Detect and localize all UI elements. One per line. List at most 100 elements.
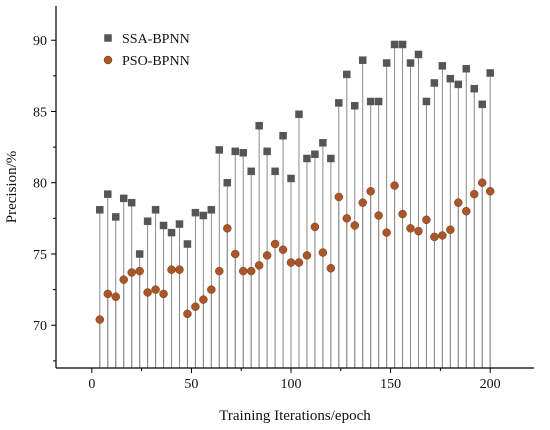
pso-bpnn-point bbox=[422, 215, 431, 225]
ssa-bpnn-point bbox=[207, 206, 216, 214]
pso-bpnn-point bbox=[183, 309, 192, 319]
pso-bpnn-point bbox=[318, 248, 328, 257]
pso-bpnn-point bbox=[342, 214, 352, 223]
ssa-bpnn-point bbox=[151, 206, 160, 214]
ssa-bpnn-point bbox=[462, 64, 471, 73]
pso-bpnn-point bbox=[254, 261, 264, 270]
ssa-bpnn-point bbox=[96, 206, 104, 214]
pso-bpnn-point bbox=[175, 265, 184, 274]
ssa-bpnn-point bbox=[215, 146, 224, 154]
pso-bpnn-point bbox=[430, 232, 439, 242]
ssa-bpnn-point bbox=[119, 194, 128, 203]
pso-bpnn-point bbox=[270, 239, 280, 249]
pso-bpnn-point bbox=[326, 263, 336, 273]
pso-bpnn-point bbox=[215, 266, 224, 276]
ssa-bpnn-point bbox=[303, 154, 311, 163]
x-tick-label: 100 bbox=[281, 377, 302, 392]
pso-bpnn-point bbox=[207, 285, 216, 294]
pso-bpnn-point bbox=[334, 192, 344, 202]
ssa-bpnn-point bbox=[478, 100, 486, 109]
ssa-bpnn-point bbox=[366, 97, 375, 106]
x-tick-label: 200 bbox=[480, 377, 501, 392]
ssa-bpnn-point bbox=[430, 79, 439, 87]
ssa-bpnn-point bbox=[159, 221, 168, 230]
pso-bpnn-point bbox=[374, 211, 383, 220]
pso-bpnn-point bbox=[231, 249, 240, 259]
ssa-bpnn-point bbox=[191, 208, 200, 217]
markers bbox=[95, 40, 495, 324]
pso-bpnn-point bbox=[358, 198, 367, 207]
ssa-bpnn-point bbox=[319, 139, 327, 147]
pso-bpnn-point bbox=[310, 222, 320, 232]
pso-bpnn-point bbox=[111, 292, 120, 301]
y-tick-label: 85 bbox=[33, 105, 47, 120]
x-axis-label: Training Iterations/epoch bbox=[219, 408, 371, 424]
pso-bpnn-point bbox=[238, 266, 248, 276]
ssa-bpnn-point bbox=[390, 40, 399, 49]
legend: SSA-BPNN PSO-BPNN bbox=[103, 32, 190, 69]
pso-bpnn-point bbox=[167, 265, 176, 274]
drop-lines bbox=[99, 44, 491, 368]
pso-bpnn-point bbox=[278, 245, 288, 254]
y-tick-label: 70 bbox=[33, 319, 47, 334]
pso-bpnn-point bbox=[199, 295, 208, 304]
ssa-bpnn-point bbox=[199, 211, 208, 220]
ssa-bpnn-point bbox=[127, 198, 136, 207]
pso-bpnn-point bbox=[302, 251, 312, 260]
pso-bpnn-point bbox=[286, 258, 296, 267]
pso-bpnn-point bbox=[485, 187, 495, 196]
pso-bpnn-point bbox=[223, 224, 232, 233]
ssa-bpnn-point bbox=[183, 240, 192, 248]
ssa-bpnn-point bbox=[295, 110, 303, 119]
pso-bpnn-point bbox=[414, 226, 423, 236]
ssa-bpnn-point bbox=[486, 69, 494, 77]
ssa-bpnn-point bbox=[135, 250, 144, 258]
pso-bpnn-point bbox=[406, 224, 415, 233]
pso-bpnn-point bbox=[135, 266, 144, 276]
y-tick-label: 80 bbox=[33, 177, 47, 192]
pso-bpnn-point bbox=[390, 181, 399, 190]
ssa-bpnn-point bbox=[231, 147, 239, 156]
pso-bpnn-point bbox=[191, 302, 200, 311]
legend-ssa-bpnn-label: SSA-BPNN bbox=[122, 32, 190, 47]
ssa-bpnn-point bbox=[422, 97, 431, 106]
ssa-bpnn-point bbox=[343, 70, 351, 79]
ssa-bpnn-point bbox=[112, 213, 120, 221]
pso-bpnn-point bbox=[294, 258, 304, 267]
legend-pso-bpnn-marker bbox=[103, 55, 113, 65]
ssa-bpnn-point bbox=[104, 190, 112, 198]
pso-bpnn-point bbox=[127, 268, 136, 277]
ssa-bpnn-point bbox=[335, 99, 343, 107]
ssa-bpnn-point bbox=[287, 174, 295, 183]
ssa-bpnn-point bbox=[470, 84, 478, 93]
pso-bpnn-point bbox=[95, 315, 105, 324]
x-tick-label: 0 bbox=[88, 377, 95, 392]
ssa-bpnn-point bbox=[414, 50, 423, 59]
ssa-bpnn-point bbox=[175, 220, 184, 228]
ssa-bpnn-point bbox=[167, 228, 176, 237]
pso-bpnn-point bbox=[350, 221, 359, 230]
ssa-bpnn-point bbox=[311, 150, 319, 158]
y-tick-label: 90 bbox=[33, 34, 47, 49]
ssa-bpnn-point bbox=[239, 149, 247, 157]
ssa-bpnn-point bbox=[247, 167, 255, 176]
pso-bpnn-point bbox=[470, 189, 479, 199]
ssa-bpnn-point bbox=[279, 131, 287, 140]
ssa-bpnn-point bbox=[446, 74, 455, 83]
pso-bpnn-point bbox=[159, 289, 168, 299]
ssa-bpnn-point bbox=[454, 80, 463, 89]
ssa-bpnn-point bbox=[358, 56, 367, 64]
ssa-bpnn-point bbox=[438, 62, 447, 70]
legend-pso-bpnn-label: PSO-BPNN bbox=[122, 54, 190, 69]
ssa-bpnn-point bbox=[398, 40, 407, 49]
pso-bpnn-point bbox=[246, 266, 256, 276]
legend-ssa-bpnn-marker bbox=[104, 34, 112, 42]
pso-bpnn-point bbox=[438, 231, 447, 240]
ssa-bpnn-point bbox=[143, 217, 152, 225]
pso-bpnn-point bbox=[454, 198, 463, 207]
pso-bpnn-point bbox=[446, 225, 455, 235]
ssa-bpnn-point bbox=[255, 121, 263, 130]
pso-bpnn-point bbox=[151, 285, 160, 294]
